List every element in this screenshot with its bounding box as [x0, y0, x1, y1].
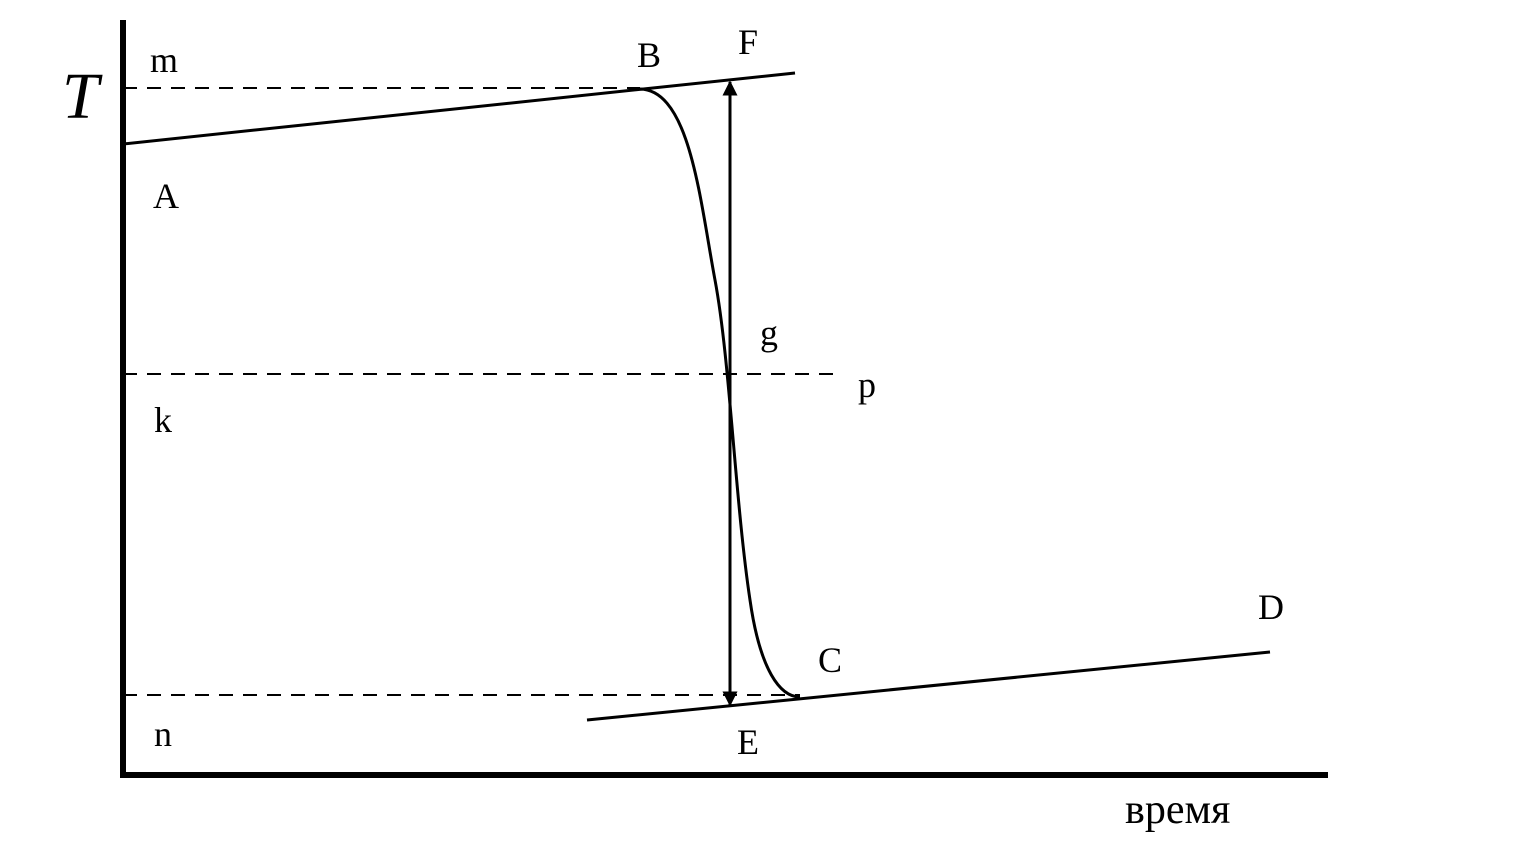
point-label: g: [760, 313, 778, 353]
point-label: A: [153, 176, 179, 216]
line-ecd: [586, 650, 1271, 722]
point-label: k: [154, 400, 172, 440]
point-label: D: [1258, 587, 1284, 627]
line-abf: [122, 71, 796, 146]
curve-bc: [639, 87, 801, 699]
point-label: B: [637, 35, 661, 75]
point-label: m: [150, 40, 178, 80]
point-label: n: [154, 714, 172, 754]
x-axis-label: время: [1125, 787, 1230, 833]
point-label: p: [858, 365, 876, 405]
point-label: C: [818, 640, 842, 680]
point-label: E: [737, 722, 759, 762]
y-axis-label: T: [62, 60, 103, 133]
point-label: F: [738, 22, 758, 62]
